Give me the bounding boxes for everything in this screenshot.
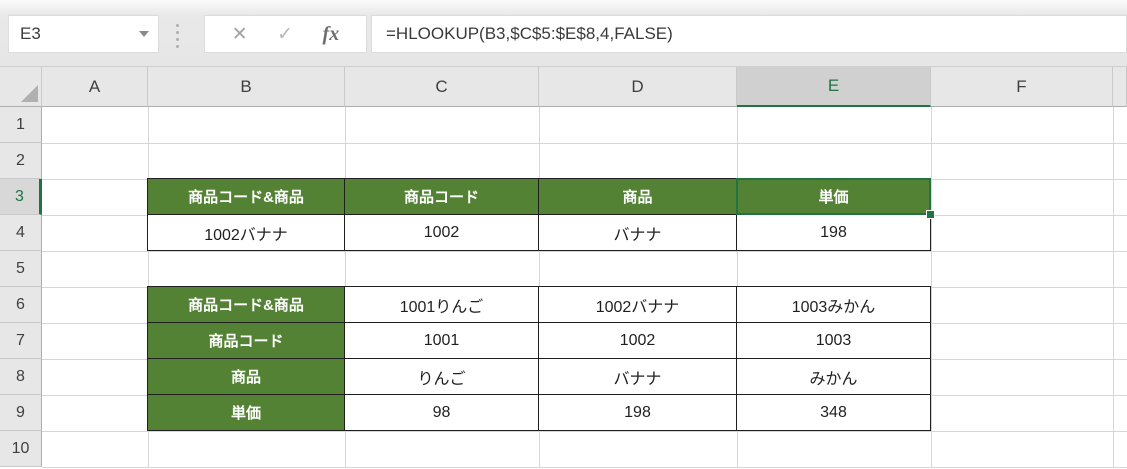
cell-E3-selected[interactable]: 198 (737, 215, 931, 251)
formula-bar-row: E3 ✕ ✓ fx =HLOOKUP(B3,$C$5:$E$8,4,FALSE) (0, 0, 1127, 67)
gridline (42, 143, 1127, 144)
row-header-1[interactable]: 1 (0, 107, 42, 143)
cell-D2[interactable]: 商品 (539, 179, 737, 215)
cell-D6[interactable]: 1002 (539, 323, 737, 359)
row-header-2[interactable]: 2 (0, 143, 42, 179)
cell-D3[interactable]: バナナ (539, 215, 737, 251)
column-header-f[interactable]: F (931, 67, 1113, 107)
cell-E8[interactable]: 348 (737, 395, 931, 431)
column-headers: A B C D E F (0, 67, 1127, 107)
fill-handle[interactable] (927, 211, 934, 218)
cell-B3[interactable]: 1002バナナ (148, 215, 345, 251)
row-header-7[interactable]: 7 (0, 323, 42, 359)
cell-B7[interactable]: 商品 (148, 359, 345, 395)
name-box-value: E3 (20, 24, 41, 43)
formula-text: =HLOOKUP(B3,$C$5:$E$8,4,FALSE) (386, 24, 673, 43)
column-header-a[interactable]: A (42, 67, 148, 107)
cell-C7[interactable]: りんご (345, 359, 539, 395)
enter-icon[interactable]: ✓ (277, 23, 294, 45)
cell-E6[interactable]: 1003 (737, 323, 931, 359)
cell-C2[interactable]: 商品コード (345, 179, 539, 215)
column-header-d[interactable]: D (539, 67, 737, 107)
product-master-table: 商品コード&商品 1001りんご 1002バナナ 1003みかん 商品コード 1… (147, 286, 931, 431)
name-box-dropdown-icon[interactable] (139, 31, 149, 37)
insert-function-icon[interactable]: fx (322, 22, 340, 45)
cell-D5[interactable]: 1002バナナ (539, 287, 737, 323)
column-header-partial[interactable] (1113, 67, 1127, 107)
select-all-button[interactable] (0, 67, 42, 107)
cell-D8[interactable]: 198 (539, 395, 737, 431)
sheet: A B C D E F 1 2 3 4 5 6 7 8 9 10 (0, 67, 1127, 469)
row-header-9[interactable]: 9 (0, 395, 42, 431)
cell-E2[interactable]: 単価 (737, 179, 931, 215)
row-header-10[interactable]: 10 (0, 431, 42, 467)
column-header-b[interactable]: B (148, 67, 345, 107)
cell-E5[interactable]: 1003みかん (737, 287, 931, 323)
cells-area[interactable]: 商品コード&商品 商品コード 商品 単価 1002バナナ 1002 バナナ 19… (42, 107, 1127, 469)
column-header-c[interactable]: C (345, 67, 539, 107)
name-box[interactable]: E3 (8, 15, 159, 53)
cell-B5[interactable]: 商品コード&商品 (148, 287, 345, 323)
gridline (42, 431, 1127, 432)
column-header-e-selected[interactable]: E (737, 67, 931, 107)
cell-C6[interactable]: 1001 (345, 323, 539, 359)
cell-C5[interactable]: 1001りんご (345, 287, 539, 323)
formula-bar[interactable]: =HLOOKUP(B3,$C$5:$E$8,4,FALSE) (371, 15, 1127, 53)
formula-buttons: ✕ ✓ fx (204, 15, 367, 53)
cell-B2[interactable]: 商品コード&商品 (148, 179, 345, 215)
select-all-triangle-icon (21, 85, 38, 102)
row-header-4[interactable]: 4 (0, 215, 42, 251)
cell-D7[interactable]: バナナ (539, 359, 737, 395)
row-header-3-selected[interactable]: 3 (0, 179, 42, 215)
cell-B6[interactable]: 商品コード (148, 323, 345, 359)
row-headers: 1 2 3 4 5 6 7 8 9 10 (0, 107, 42, 467)
gridline (42, 251, 1127, 252)
lookup-result-table: 商品コード&商品 商品コード 商品 単価 1002バナナ 1002 バナナ 19… (147, 178, 931, 251)
cell-B8[interactable]: 単価 (148, 395, 345, 431)
cell-E7[interactable]: みかん (737, 359, 931, 395)
row-header-6[interactable]: 6 (0, 287, 42, 323)
row-header-5[interactable]: 5 (0, 251, 42, 287)
row-header-8[interactable]: 8 (0, 359, 42, 395)
cell-C8[interactable]: 98 (345, 395, 539, 431)
cell-C3[interactable]: 1002 (345, 215, 539, 251)
cancel-icon[interactable]: ✕ (231, 23, 248, 45)
name-box-splitter-handle[interactable] (176, 24, 180, 48)
gridline (42, 467, 1127, 468)
